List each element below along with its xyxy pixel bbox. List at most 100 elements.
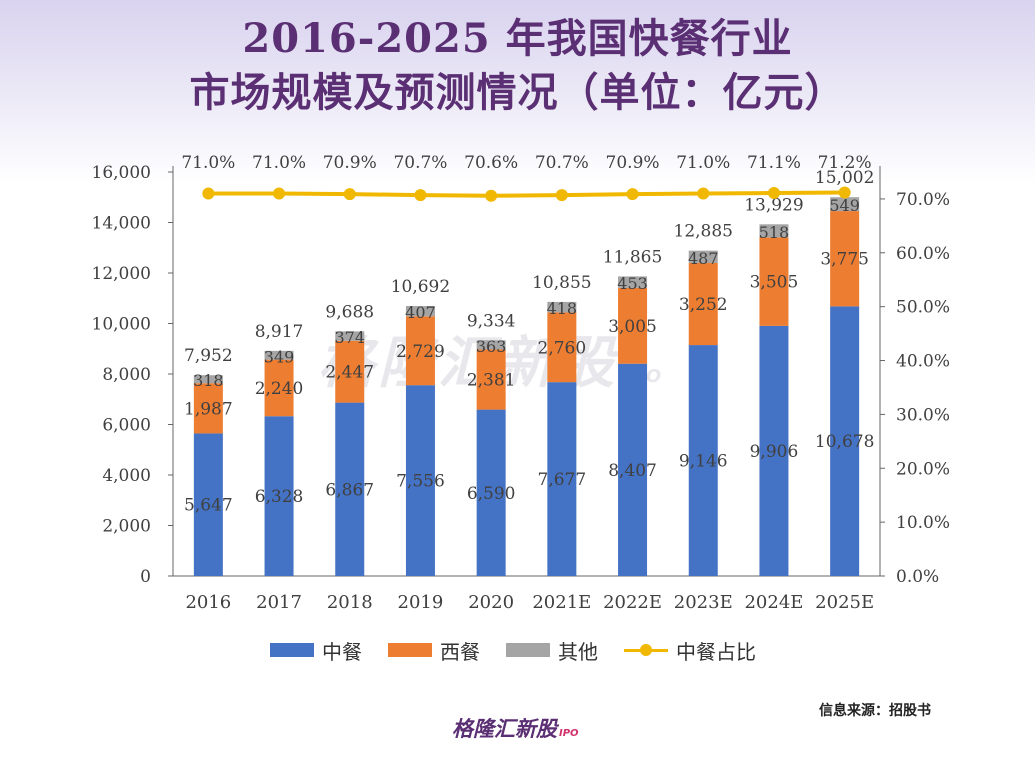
x-tick-label: 2017: [256, 592, 302, 613]
share-value-label: 71.0%: [181, 153, 235, 173]
total-value-label: 15,002: [815, 168, 874, 188]
y-left-tick-label: 4,000: [102, 466, 151, 486]
y-right-tick-label: 10.0%: [896, 513, 950, 533]
bar-chinese: [405, 385, 435, 576]
total-value-label: 7,952: [184, 346, 233, 366]
y-right-tick-label: 0.0%: [896, 567, 939, 587]
bar-value-label: 2,447: [325, 363, 374, 383]
bar-western: [688, 262, 718, 346]
total-value-label: 9,334: [467, 311, 516, 331]
share-line: [208, 190, 845, 198]
share-point: [767, 187, 780, 200]
bar-value-label: 6,867: [325, 480, 374, 500]
bar-western: [618, 287, 648, 364]
chart-canvas: 0 2,000 4,000 6,000 8,000 10,000 12,000 14,000 1…: [92, 153, 951, 613]
bar-value-label: 3,005: [608, 317, 657, 337]
share-value-label: 70.7%: [535, 153, 589, 173]
x-tick-label: 2024E: [744, 592, 803, 613]
y-left-tick-label: 14,000: [92, 214, 151, 234]
share-value-label: 70.6%: [464, 153, 518, 173]
y-left-tick-label: 16,000: [92, 163, 151, 183]
bar-value-label: 518: [759, 223, 790, 242]
legend-swatch-gray: [506, 643, 550, 657]
title-line-2: 市场规模及预测情况（单位：亿元）: [189, 69, 846, 116]
share-value-label: 71.0%: [676, 153, 730, 173]
legend-swatch-line: [624, 643, 668, 656]
bar-chinese: [830, 306, 860, 576]
x-tick-label: 2023E: [674, 592, 733, 613]
total-value-label: 12,885: [674, 222, 733, 242]
bar-other: [759, 224, 789, 238]
share-point: [485, 189, 498, 202]
total-value-label: 10,855: [532, 273, 591, 293]
y-right-tick-label: 30.0%: [896, 405, 950, 425]
legend-item-other: 其他: [506, 636, 598, 665]
share-point: [273, 187, 286, 200]
bar-western: [193, 383, 223, 434]
bar-value-label: 2,729: [396, 342, 445, 362]
bar-value-label: 9,146: [679, 452, 728, 472]
bar-value-label: 1,987: [184, 399, 233, 419]
title-line-1: 2016-2025 年我国快餐行业: [242, 15, 793, 62]
legend-swatch-orange: [388, 643, 432, 657]
bar-value-label: 7,556: [396, 472, 445, 492]
bar-value-label: 3,505: [750, 273, 799, 293]
legend-item-share: 中餐占比: [624, 636, 756, 665]
bar-value-label: 453: [617, 274, 648, 293]
y-left-tick-label: 0: [140, 567, 151, 587]
y-right-tick-label: 40.0%: [896, 352, 950, 372]
bar-chinese: [264, 416, 294, 576]
bar-other: [618, 276, 648, 288]
y-left-tick-label: 8,000: [102, 365, 151, 385]
bar-chinese: [547, 382, 577, 576]
bar-value-label: 7,677: [538, 470, 587, 490]
bar-western: [405, 316, 435, 386]
bar-western: [264, 359, 294, 417]
total-value-label: 9,688: [325, 302, 374, 322]
y-right-tick-label: 70.0%: [896, 190, 950, 210]
bar-western: [476, 349, 506, 410]
bar-western: [335, 340, 365, 403]
bar-value-label: 5,647: [184, 496, 233, 516]
x-tick-label: 2025E: [815, 592, 874, 613]
y-right-tick-label: 50.0%: [896, 298, 950, 318]
bar-value-label: 487: [688, 249, 719, 268]
bar-value-label: 3,775: [820, 250, 869, 270]
share-point: [838, 186, 851, 199]
total-value-label: 11,865: [603, 247, 662, 267]
y-left-tick-label: 6,000: [102, 416, 151, 436]
bar-western: [547, 312, 577, 383]
bar-chinese: [476, 409, 506, 576]
share-point: [697, 187, 710, 200]
share-value-label: 71.1%: [747, 153, 801, 173]
bar-value-label: 6,328: [255, 487, 304, 507]
bar-value-label: 549: [829, 196, 860, 215]
total-value-label: 10,692: [391, 277, 450, 297]
bar-value-label: 374: [334, 328, 365, 347]
bar-value-label: 2,760: [538, 338, 587, 358]
x-tick-label: 2020: [468, 592, 514, 613]
legend-item-chinese: 中餐: [270, 636, 362, 665]
share-point: [555, 189, 568, 202]
bar-value-label: 363: [476, 337, 507, 356]
share-value-label: 70.7%: [393, 153, 447, 173]
bar-chinese: [618, 363, 648, 576]
y-right-tick-label: 20.0%: [896, 459, 950, 479]
x-tick-label: 2022E: [603, 592, 662, 613]
bar-value-label: 10,678: [815, 432, 874, 452]
bar-other: [547, 301, 577, 313]
x-tick-label: 2019: [398, 592, 444, 613]
x-tick-label: 2021E: [532, 592, 591, 613]
bar-value-label: 318: [193, 371, 224, 390]
share-point: [343, 188, 356, 201]
chart-legend: 中餐 西餐 其他 中餐占比: [270, 636, 756, 664]
bar-value-label: 418: [547, 299, 578, 318]
legend-swatch-blue: [270, 643, 314, 657]
bar-other: [405, 306, 435, 317]
share-value-label: 71.2%: [818, 153, 872, 173]
bar-other: [264, 350, 294, 360]
bar-other: [830, 197, 860, 212]
y-left-tick-label: 2,000: [102, 517, 151, 537]
bar-value-label: 6,590: [467, 484, 516, 504]
y-right-tick-label: 60.0%: [896, 244, 950, 264]
